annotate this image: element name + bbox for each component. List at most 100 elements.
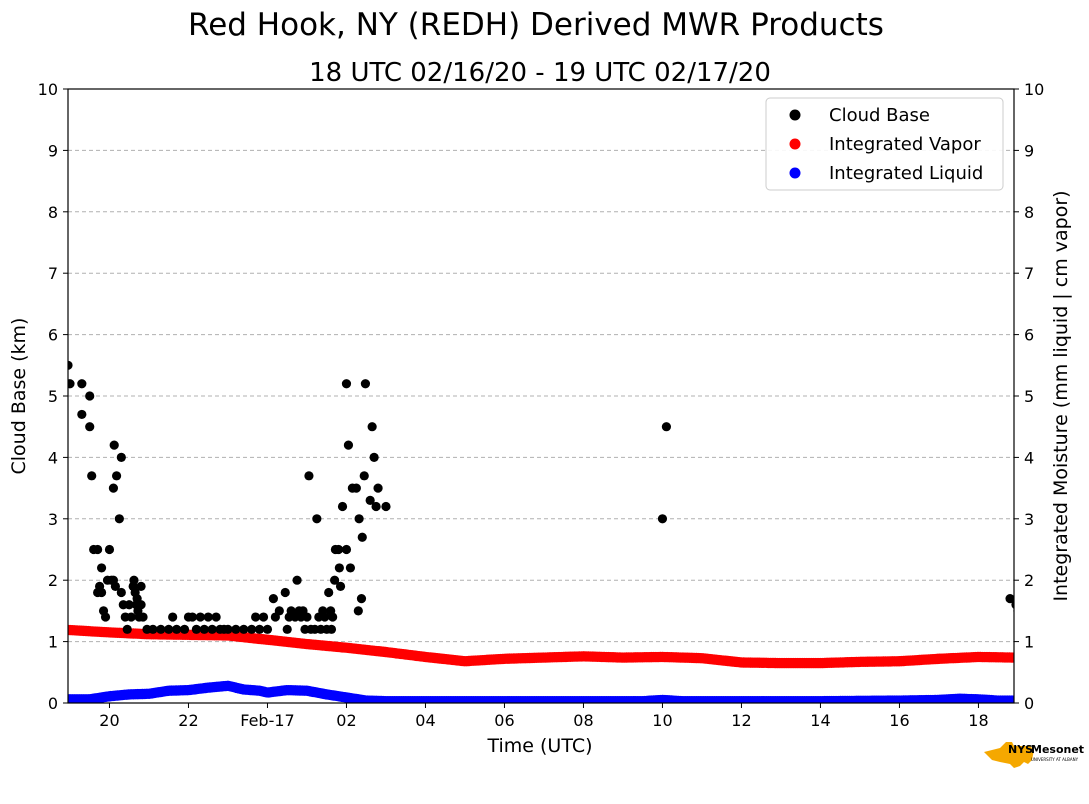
data-point — [68, 379, 75, 389]
y-tick-label-right: 0 — [1024, 694, 1034, 713]
data-point — [1025, 600, 1034, 609]
logo-tagline-text: UNIVERSITY AT ALBANY — [1031, 757, 1079, 762]
data-point — [251, 612, 261, 622]
x-axis-label: Time (UTC) — [486, 735, 592, 757]
data-point — [1021, 533, 1030, 542]
y-tick-label-left: 0 — [48, 694, 58, 713]
y-tick-label-right: 3 — [1024, 510, 1034, 529]
data-point — [109, 440, 119, 450]
y-tick-label-right: 4 — [1024, 448, 1034, 467]
data-point — [93, 544, 103, 555]
data-point — [231, 624, 241, 634]
y-tick-label-right: 10 — [1024, 80, 1044, 99]
data-point — [87, 471, 97, 481]
data-point — [85, 422, 95, 432]
y-tick-label-left: 2 — [48, 571, 58, 590]
y-tick-label-right: 2 — [1024, 571, 1034, 590]
data-point — [351, 483, 361, 493]
y-tick-label-left: 7 — [48, 264, 58, 283]
data-point — [356, 594, 367, 604]
series-integrated-liquid — [68, 680, 1014, 703]
x-axis: 20 22 Feb-17 02 04 06 08 10 12 14 16 18 — [99, 703, 989, 730]
data-point — [337, 501, 348, 512]
data-point — [100, 612, 111, 622]
data-point — [116, 452, 126, 462]
data-point — [68, 360, 73, 370]
series-group — [68, 360, 1044, 703]
data-point — [365, 495, 375, 505]
data-point — [1019, 471, 1028, 480]
y-tick-label-left: 5 — [48, 387, 58, 406]
y-tick-label-left: 8 — [48, 203, 58, 222]
data-point — [262, 624, 273, 634]
y-axis-label-right: Integrated Moisture (mm liquid | cm vapo… — [1050, 190, 1072, 601]
x-tick-label: Feb-17 — [240, 711, 294, 730]
legend-marker-cloud-base — [789, 109, 801, 121]
data-point — [371, 501, 381, 512]
data-point — [148, 624, 158, 634]
legend-box — [765, 97, 1004, 191]
data-point — [341, 544, 352, 555]
y-tick-label-left: 6 — [48, 326, 58, 345]
data-point — [114, 514, 124, 524]
y-axis-label-left: Cloud Base (km) — [8, 318, 30, 475]
data-point — [341, 379, 352, 389]
y-tick-label-right: 8 — [1024, 203, 1034, 222]
x-tick-label: 18 — [968, 711, 988, 730]
data-point — [168, 612, 178, 622]
legend-marker-integrated-vapor — [789, 138, 801, 150]
y-tick-label-left: 9 — [48, 141, 58, 160]
data-point — [191, 624, 201, 634]
x-tick-label: 02 — [336, 711, 356, 730]
data-point — [108, 483, 119, 493]
data-point — [96, 587, 107, 598]
data-point — [333, 544, 344, 555]
data-point — [360, 379, 371, 389]
data-point — [280, 587, 290, 598]
data-point — [1015, 484, 1024, 493]
data-point — [334, 563, 344, 573]
chart-subtitle: 18 UTC 02/16/20 - 19 UTC 02/17/20 — [309, 58, 771, 88]
data-point — [381, 501, 391, 512]
data-point — [292, 575, 302, 585]
y-tick-label-left: 4 — [48, 448, 58, 467]
logo-mesonet-text: Mesonet — [1031, 743, 1084, 756]
y-tick-label-left: 10 — [38, 80, 58, 99]
data-point — [116, 587, 126, 598]
data-point — [326, 624, 337, 634]
data-point — [199, 624, 209, 634]
legend-label-cloud-base: Cloud Base — [829, 105, 930, 126]
series-integrated-vapor — [68, 624, 1014, 669]
data-point — [354, 514, 364, 524]
data-point — [85, 391, 95, 401]
x-tick-label: 14 — [810, 711, 830, 730]
data-point — [373, 483, 383, 493]
chart-title: Red Hook, NY (REDH) Derived MWR Products — [188, 7, 884, 43]
data-point — [254, 624, 265, 634]
data-point — [126, 612, 136, 622]
data-point — [96, 563, 107, 573]
x-tick-label: 16 — [889, 711, 909, 730]
data-point — [77, 409, 87, 420]
data-point — [1013, 608, 1014, 614]
data-point — [345, 563, 356, 573]
y-tick-label-right: 7 — [1024, 264, 1034, 283]
x-tick-label: 06 — [494, 711, 514, 730]
data-point — [172, 624, 182, 634]
data-point — [122, 624, 132, 634]
y-tick-label-left: 1 — [48, 633, 58, 652]
data-point — [129, 575, 139, 585]
data-point — [367, 422, 377, 432]
data-point — [203, 612, 213, 622]
data-point — [661, 422, 672, 432]
data-point — [156, 624, 166, 634]
logo-nys-text: NYS — [1008, 743, 1033, 756]
y-tick-label-right: 6 — [1024, 326, 1034, 345]
legend: Cloud Base Integrated Vapor Integrated L… — [765, 97, 1004, 191]
x-tick-label: 08 — [573, 711, 593, 730]
data-point — [328, 612, 338, 622]
data-point — [657, 514, 668, 524]
data-point — [1035, 379, 1044, 388]
data-point — [302, 612, 312, 622]
